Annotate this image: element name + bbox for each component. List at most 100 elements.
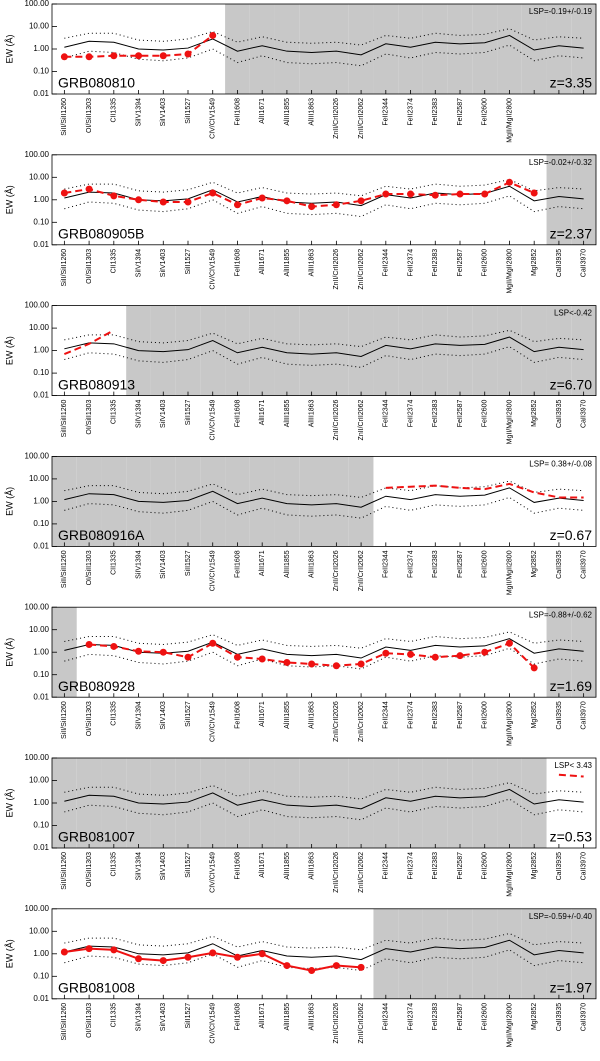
x-tick-label: FeII2600	[482, 550, 489, 578]
x-tick-label: FeII2374	[407, 852, 414, 880]
y-tick-label: 100.00	[25, 0, 50, 8]
x-tick-label: ZnII/CrII2026	[333, 249, 340, 290]
series-marker	[184, 198, 192, 206]
x-tick-label: FeII1608	[234, 550, 241, 578]
x-tick-label: FeII2344	[383, 852, 390, 880]
series-marker	[431, 191, 439, 199]
series-marker	[184, 653, 192, 661]
y-tick-label: 10.00	[29, 172, 50, 181]
x-tick-label: SiIV1394	[135, 550, 142, 579]
x-tick-label: MgII/MgII2800	[506, 550, 513, 595]
x-tick-label: MgI2852	[531, 852, 538, 879]
x-tick-label: AlIII1863	[308, 98, 315, 126]
series-line	[63, 329, 115, 356]
shaded-band	[571, 4, 596, 94]
shaded-band	[497, 305, 522, 396]
series-marker	[530, 189, 538, 197]
series-marker	[209, 639, 217, 647]
shaded-band	[447, 908, 473, 999]
x-tick-label: SiII1527	[185, 98, 192, 124]
y-axis-label: EW (Å)	[4, 35, 14, 64]
x-tick-label: FeII2587	[457, 249, 464, 277]
x-tick-label: AlIII1855	[284, 701, 291, 729]
lsp-label: LSP<-0.42	[554, 309, 593, 318]
shaded-band	[76, 456, 102, 547]
plot-frame	[51, 757, 597, 849]
x-tick-label: AlIII1863	[308, 550, 315, 578]
x-tick-label: FeII2383	[432, 852, 439, 880]
series-marker	[357, 963, 365, 971]
series-marker	[308, 967, 316, 975]
x-tick-label: ZnII/CrII2026	[333, 98, 340, 139]
series-marker	[357, 197, 365, 205]
x-tick-label: SiIV1403	[160, 852, 167, 881]
y-tick-label: 100.00	[25, 904, 50, 913]
y-tick-label: 0.10	[33, 368, 49, 377]
shaded-band	[398, 908, 423, 999]
y-tick-label: 1.00	[33, 346, 49, 355]
x-tick-label: CaII3935	[556, 400, 563, 429]
x-tick-label: SiII1527	[185, 852, 192, 878]
x-tick-label: FeII2344	[383, 1003, 390, 1031]
x-tick-label: SiIV1403	[160, 98, 167, 127]
y-tick-label: 0.01	[33, 240, 49, 249]
series-line	[64, 195, 584, 218]
series-marker	[110, 946, 118, 954]
y-tick-label: 0.01	[33, 692, 49, 701]
x-tick-label: CaII3935	[556, 550, 563, 579]
shaded-band	[348, 4, 374, 94]
series-line	[64, 44, 584, 67]
series-marker	[283, 658, 291, 666]
x-tick-label: FeII1608	[234, 400, 241, 428]
shaded-band	[571, 305, 596, 396]
x-tick-label: AlII1671	[259, 249, 266, 275]
x-tick-label: SiII1527	[185, 249, 192, 275]
x-tick-label: FeII2600	[482, 1003, 489, 1031]
series-marker	[407, 190, 415, 198]
y-tick-label: 0.01	[33, 994, 49, 1003]
x-tick-label: AlII1671	[259, 399, 266, 425]
y-axis-label: EW (Å)	[4, 789, 14, 818]
series-line	[64, 34, 584, 56]
series-marker	[505, 639, 513, 647]
x-tick-label: MgII/MgII2800	[506, 852, 513, 897]
x-tick-label: CII1335	[111, 550, 118, 575]
y-tick-label: 10.00	[29, 926, 50, 935]
x-tick-label: FeII2374	[407, 1003, 414, 1031]
x-tick-label: CaII3970	[580, 1003, 587, 1032]
plot-frame	[51, 154, 597, 246]
series-marker	[332, 201, 340, 209]
x-tick-label: SiII/SiII1260	[61, 701, 68, 739]
redshift-label: z=0.67	[550, 527, 593, 543]
x-tick-label: FeII2587	[457, 98, 464, 126]
x-tick-label: FeII2374	[407, 98, 414, 126]
shaded-band	[373, 4, 399, 94]
x-tick-label: OI/SiII1303	[86, 550, 93, 585]
x-tick-label: SiII1527	[185, 701, 192, 727]
series-line	[64, 788, 584, 810]
shaded-band	[447, 758, 473, 848]
lsp-label: LSP= 0.38+/-0.08	[529, 460, 592, 469]
series-marker	[85, 640, 93, 648]
x-tick-label: FeII1608	[234, 852, 241, 880]
x-tick-label: FeII1608	[234, 1003, 241, 1031]
x-tick-label: FeII2587	[457, 852, 464, 880]
y-tick-label: 1.00	[33, 497, 49, 506]
y-tick-label: 0.01	[33, 89, 49, 98]
x-tick-label: FeII2344	[383, 400, 390, 428]
x-tick-label: FeII1608	[234, 249, 241, 277]
x-tick-label: AlIII1863	[308, 701, 315, 729]
x-tick-label: SiIV1403	[160, 701, 167, 730]
x-tick-label: AlIII1863	[308, 249, 315, 277]
x-tick-label: AlIII1855	[284, 98, 291, 126]
x-tick-label: ZnII/CrII2062	[358, 98, 365, 139]
x-tick-label: FeII2383	[432, 701, 439, 729]
shaded-band	[546, 305, 572, 396]
panel-title: GRB080913	[58, 376, 135, 392]
y-tick-label: 100.00	[25, 150, 50, 159]
panel-title: GRB080810	[58, 75, 135, 91]
series-line	[64, 336, 584, 357]
x-tick-label: FeII2383	[432, 400, 439, 428]
x-tick-label: ZnII/CrII2062	[358, 852, 365, 893]
x-tick-label: FeII2600	[482, 98, 489, 126]
